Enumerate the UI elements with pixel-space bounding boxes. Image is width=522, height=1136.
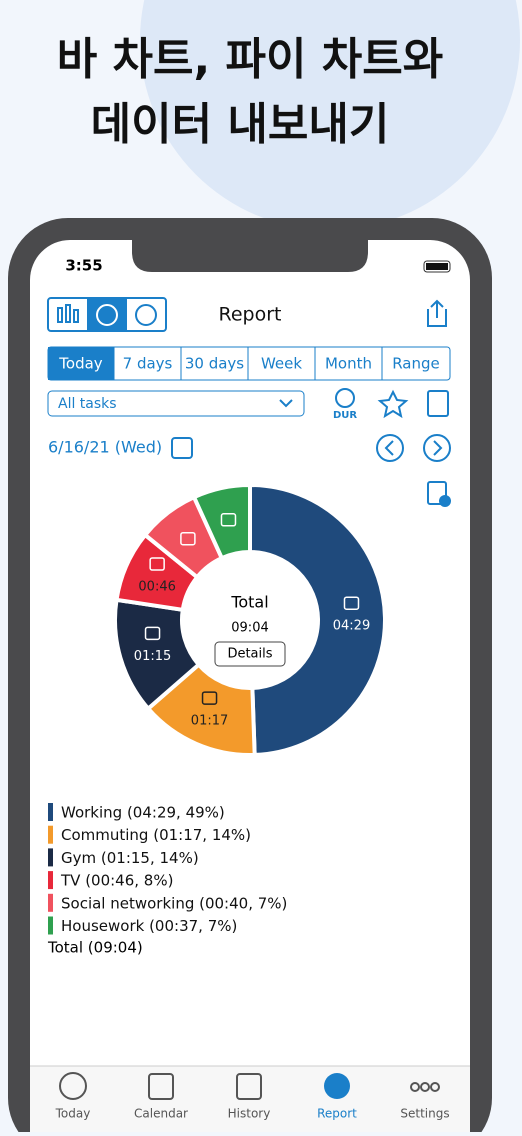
tab-icon[interactable] <box>236 1073 262 1100</box>
next-button[interactable] <box>423 434 451 462</box>
notch <box>132 240 368 272</box>
prev-arrow <box>384 440 394 456</box>
bar-icon <box>65 304 71 323</box>
slice-label: 04:29 <box>333 619 370 634</box>
tab-icon[interactable] <box>430 1082 440 1092</box>
dropdown-text: All tasks <box>58 396 117 412</box>
task-dropdown[interactable] <box>47 390 305 417</box>
clipboard-button[interactable] <box>427 481 447 505</box>
tab-bar-label[interactable]: Settings <box>400 1107 449 1121</box>
legend-entry: Commuting (01:17, 14%) <box>61 826 251 844</box>
center-title: Total <box>230 593 268 612</box>
toolbar-title: Report <box>219 304 282 326</box>
slice-icon <box>220 513 237 527</box>
legend-swatch <box>48 803 53 821</box>
tab-label[interactable]: 30 days <box>185 355 244 373</box>
promo-line: 데이터 내보내기 <box>91 99 390 150</box>
tab-icon[interactable] <box>148 1073 174 1100</box>
battery <box>423 260 451 273</box>
bar-icon <box>57 307 63 323</box>
clipboard-clock <box>439 495 451 507</box>
dur-label: DUR <box>333 410 357 421</box>
tab-icon[interactable] <box>420 1082 430 1092</box>
battery-level <box>426 263 448 270</box>
tab-bar-label[interactable]: Calendar <box>134 1107 188 1121</box>
slice-icon <box>149 557 165 571</box>
tab-label[interactable]: Today <box>58 355 103 373</box>
slice-icon <box>343 596 360 610</box>
share-button[interactable] <box>427 299 447 327</box>
legend-swatch <box>48 871 53 890</box>
legend-swatch <box>48 825 53 844</box>
tab-label[interactable]: Month <box>325 355 372 373</box>
bar-icon <box>73 309 79 323</box>
legend-swatch <box>48 916 53 935</box>
prev-button[interactable] <box>376 434 404 462</box>
legend-swatch <box>48 848 53 867</box>
chart-type-selected[interactable] <box>87 298 127 331</box>
calendar-button[interactable] <box>171 437 193 459</box>
next-arrow <box>433 440 443 456</box>
slice-icon <box>180 531 196 546</box>
legend-entry: Housework (00:37, 7%) <box>61 917 237 935</box>
tab-label[interactable]: Week <box>261 355 302 373</box>
dur-icon[interactable] <box>335 388 355 408</box>
tab-selected[interactable] <box>48 347 114 380</box>
details-label: Details <box>227 647 272 662</box>
bookmark-button[interactable] <box>427 390 449 417</box>
legend-entry: Working (04:29, 49%) <box>61 804 225 822</box>
tab-icon[interactable] <box>59 1072 87 1100</box>
slice-label: 01:17 <box>191 714 228 729</box>
promo-line: 바 차트, 파이 차트와 <box>57 34 444 85</box>
legend-total: Total (09:04) <box>47 939 143 957</box>
slice-icon <box>144 626 161 641</box>
details-button[interactable] <box>214 641 286 667</box>
bg-blob <box>140 0 520 230</box>
tab-label[interactable]: Range <box>392 355 440 373</box>
legend-entry: TV (00:46, 8%) <box>60 872 173 890</box>
slice-label: 01:15 <box>134 649 171 664</box>
tab-icon[interactable] <box>324 1073 350 1099</box>
pie-slice <box>248 482 387 757</box>
center-value: 09:04 <box>231 621 268 636</box>
tab-bar-label[interactable]: History <box>228 1107 271 1121</box>
favorite-button[interactable] <box>377 389 409 419</box>
pie-icon <box>96 304 118 326</box>
slice-icon <box>201 691 218 705</box>
status-time: 3:55 <box>65 257 102 275</box>
tab-bar-label[interactable]: Today <box>55 1107 91 1121</box>
target-icon <box>135 304 157 326</box>
slice-label: 00:46 <box>138 580 175 595</box>
legend-swatch <box>48 893 53 912</box>
dropdown-arrow <box>279 399 293 408</box>
tab-label[interactable]: 7 days <box>123 355 173 373</box>
legend-entry: Social networking (00:40, 7%) <box>61 894 287 912</box>
legend-entry: Gym (01:15, 14%) <box>61 849 199 867</box>
date-label: 6/16/21 (Wed) <box>48 438 162 457</box>
tab-icon[interactable] <box>410 1082 420 1092</box>
tab-bar-label[interactable]: Report <box>317 1107 357 1121</box>
